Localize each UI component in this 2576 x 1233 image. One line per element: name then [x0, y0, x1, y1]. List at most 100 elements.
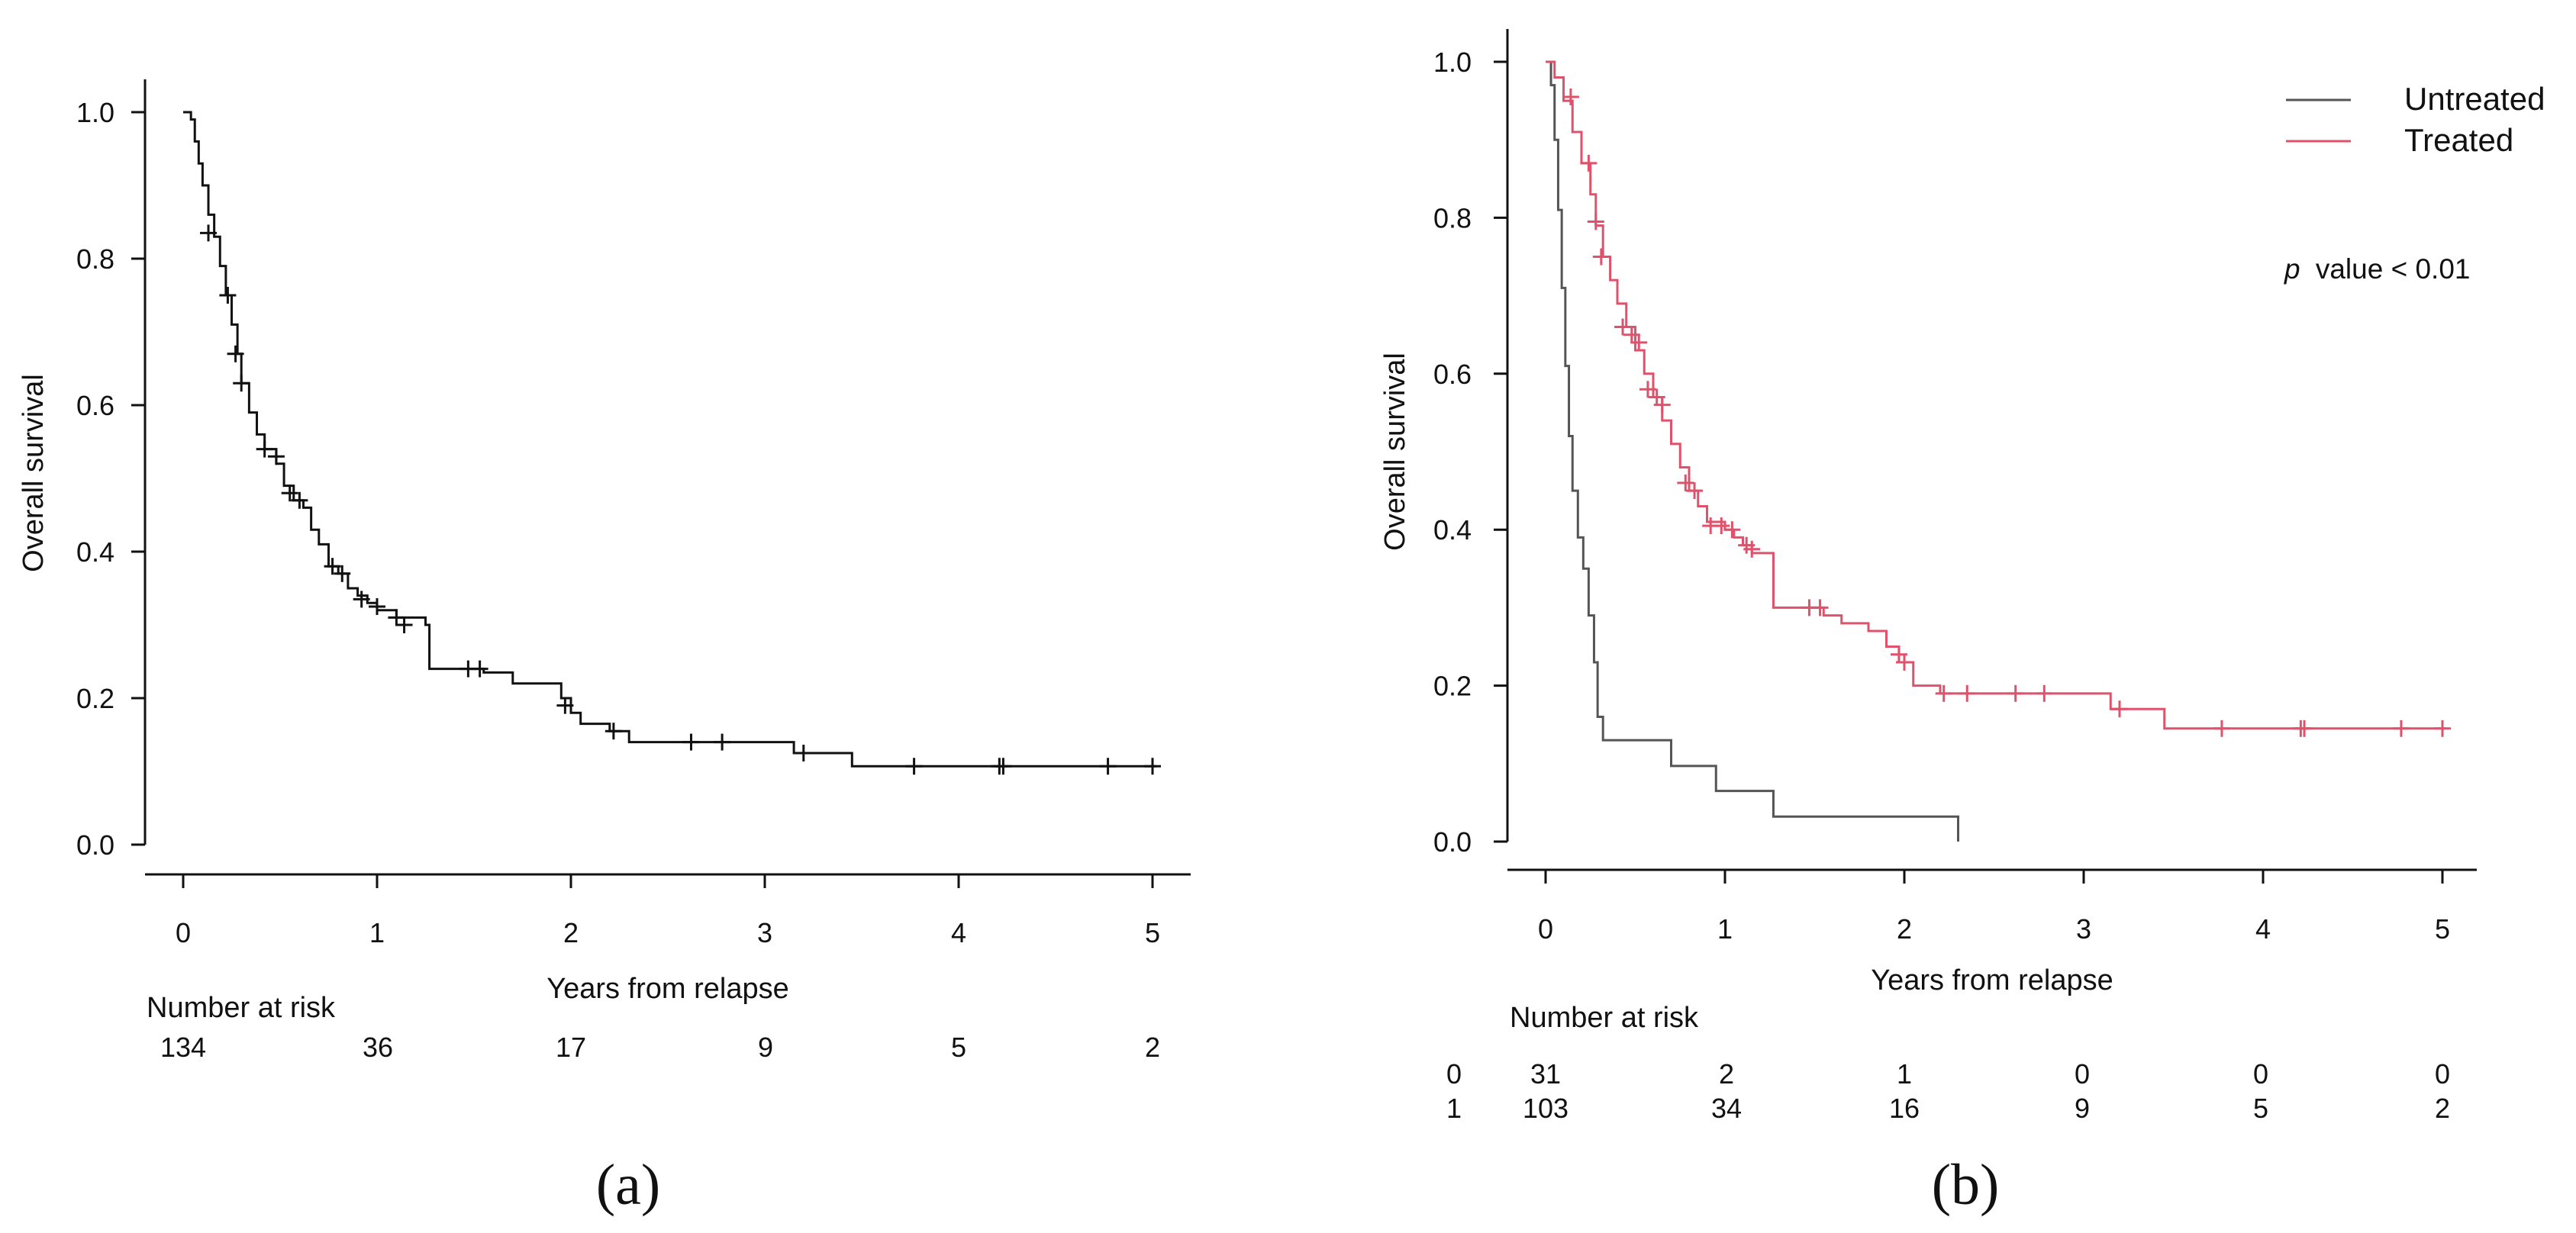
panel-b-risk-value: 1 — [1897, 1058, 1912, 1090]
panel-a-risk-value: 2 — [1145, 1032, 1160, 1063]
panel-b-x-ticks: 0 1 2 3 4 5 — [1538, 870, 2450, 945]
panel-b-censor-mark-treated — [1592, 248, 1610, 266]
panel-a-censor-mark-all-patients — [267, 448, 285, 465]
panel-b-x-tick-label: 1 — [1717, 913, 1733, 945]
panel-a-censor-mark-all-patients — [605, 723, 622, 740]
panel-b-risk-value: 9 — [2075, 1093, 2090, 1124]
panel-a-risk-value: 36 — [363, 1032, 393, 1063]
panel-b-risk-value: 0 — [2075, 1058, 2090, 1090]
panel-a-censor-mark-all-patients — [905, 758, 923, 775]
panel-a-censor-mark-all-patients — [388, 609, 405, 626]
panel-b-censor-mark-treated — [1743, 540, 1761, 558]
panel-a-censor-mark-all-patients — [1144, 758, 1161, 775]
panel-b-legend: Untreated Treated — [2286, 81, 2545, 158]
panel-a-y-ticks: 0.0 0.2 0.4 0.6 0.8 1.0 — [76, 97, 145, 861]
panel-b-x-tick-label: 4 — [2255, 913, 2271, 945]
panel-b-risk-row-label: 1 — [1446, 1093, 1462, 1124]
panel-b-risk-value: 5 — [2253, 1093, 2268, 1124]
panel-a-risk-value: 134 — [160, 1032, 206, 1063]
panel-b-censor-mark-treated — [2213, 720, 2230, 737]
panel-b-censor-mark-treated — [1677, 474, 1694, 491]
panel-a-y-tick-label: 0.4 — [76, 536, 114, 568]
panel-b-censor-mark-treated — [1623, 326, 1640, 343]
panel-a-censor-mark-all-patients — [281, 485, 298, 502]
panel-a-censor-mark-all-patients — [334, 565, 351, 582]
panel-b-censor-mark-treated — [1686, 482, 1704, 500]
panel-a-censor-mark-all-patients — [291, 491, 308, 509]
panel-b-censor-mark-treated — [1935, 684, 1952, 702]
panel-b-label: (b) — [1932, 1153, 2000, 1217]
panel-a-censor-mark-all-patients — [369, 598, 385, 615]
panel-b-series — [1546, 60, 2451, 842]
panel-b-axes — [1506, 29, 2477, 871]
panel-b-y-tick-label: 0.6 — [1433, 359, 1472, 390]
panel-b-censor-mark-treated — [1811, 599, 1829, 616]
panel-b-censor-mark-treated — [1959, 684, 1976, 702]
panel-a-y-tick-label: 0.2 — [76, 683, 114, 714]
p-value-text: value < 0.01 — [2316, 253, 2471, 285]
panel-b-risk-value: 31 — [1530, 1058, 1561, 1090]
panel-a-risk-value: 17 — [556, 1032, 586, 1063]
panel-b-survival-curve-treated — [1546, 60, 2446, 730]
panel-a-censor-mark-all-patients — [200, 224, 218, 242]
panel-a-chart: 0.0 0.2 0.4 0.6 0.8 1.0 0 1 2 3 4 5 Overall surviv… — [18, 79, 1191, 1217]
panel-a-censor-mark-all-patients — [233, 375, 250, 392]
panel-b-risk-table-title: Number at risk — [1510, 1002, 1699, 1034]
panel-a-censor-mark-all-patients — [256, 440, 273, 458]
panel-a-censor-mark-all-patients — [714, 733, 731, 751]
panel-b-risk-value: 2 — [1719, 1058, 1734, 1090]
panel-a-series — [183, 111, 1161, 775]
panel-b-censor-mark-treated — [2007, 684, 2024, 702]
panel-b-censor-mark-treated — [1653, 396, 1671, 414]
panel-a-x-tick-label: 3 — [757, 917, 772, 948]
legend-label-untreated: Untreated — [2404, 81, 2545, 117]
panel-a-censor-mark-all-patients — [995, 758, 1012, 775]
panel-a-risk-value: 9 — [758, 1032, 773, 1063]
panel-a-x-axis-label: Years from relapse — [546, 973, 789, 1005]
panel-a-y-tick-label: 0.0 — [76, 829, 114, 861]
panel-a-x-tick-label: 4 — [951, 917, 966, 948]
panel-b-risk-value: 103 — [1523, 1093, 1568, 1124]
panel-b-risk-value: 0 — [2435, 1058, 2450, 1090]
panel-b-risk-value: 16 — [1889, 1093, 1920, 1124]
panel-a-axes — [143, 79, 1191, 876]
panel-b-censor-mark-treated — [1562, 88, 1579, 105]
panel-a-risk-table-title: Number at risk — [147, 992, 336, 1024]
panel-b-censor-mark-treated — [1896, 653, 1913, 671]
panel-b-risk-value: 0 — [2253, 1058, 2268, 1090]
panel-a-y-tick-label: 1.0 — [76, 97, 114, 128]
panel-b-risk-table: 0 31 2 1 0 0 01 103 34 16 9 5 2 — [1446, 1058, 2450, 1124]
panel-a-y-tick-label: 0.8 — [76, 243, 114, 275]
panel-b-y-tick-label: 0.2 — [1433, 671, 1472, 702]
panel-a-x-tick-label: 5 — [1145, 917, 1160, 948]
panel-a-censor-mark-all-patients — [219, 287, 237, 304]
panel-b-risk-value: 2 — [2435, 1093, 2450, 1124]
panel-a-x-tick-label: 1 — [369, 917, 385, 948]
panel-b-censor-mark-treated — [1713, 517, 1730, 535]
panel-a-censor-mark-all-patients — [1099, 758, 1117, 775]
panel-b-censor-mark-treated — [1630, 333, 1648, 351]
panel-b-y-tick-label: 0.8 — [1433, 202, 1472, 233]
panel-b-x-tick-label: 5 — [2435, 913, 2450, 945]
panel-a-x-tick-label: 2 — [563, 917, 579, 948]
panel-b-censor-mark-treated — [2434, 720, 2451, 737]
panel-b-risk-value: 34 — [1711, 1093, 1742, 1124]
panel-a-survival-curve-all-patients — [183, 111, 1157, 768]
panel-a-censor-mark-all-patients — [682, 733, 700, 751]
panel-b-x-tick-label: 2 — [1897, 913, 1912, 945]
panel-b-y-tick-label: 1.0 — [1433, 47, 1472, 78]
panel-a-risk-value: 5 — [951, 1032, 966, 1063]
panel-b-x-tick-label: 0 — [1538, 913, 1553, 945]
panel-b-censor-mark-treated — [2036, 684, 2053, 702]
p-value-italic-p: p — [2284, 253, 2300, 285]
panel-b-y-axis-label: Overall survival — [1379, 353, 1411, 551]
panel-a-censor-mark-all-patients — [795, 745, 812, 761]
panel-b-survival-curve-untreated — [1546, 60, 1959, 842]
panel-b-x-axis-label: Years from relapse — [1871, 964, 2113, 996]
panel-b-censor-mark-treated — [1639, 381, 1656, 398]
panel-b-y-ticks: 0.0 0.2 0.4 0.6 0.8 1.0 — [1433, 47, 1507, 858]
panel-b-censor-mark-treated — [2296, 720, 2313, 737]
panel-b-censor-mark-treated — [2111, 700, 2128, 718]
